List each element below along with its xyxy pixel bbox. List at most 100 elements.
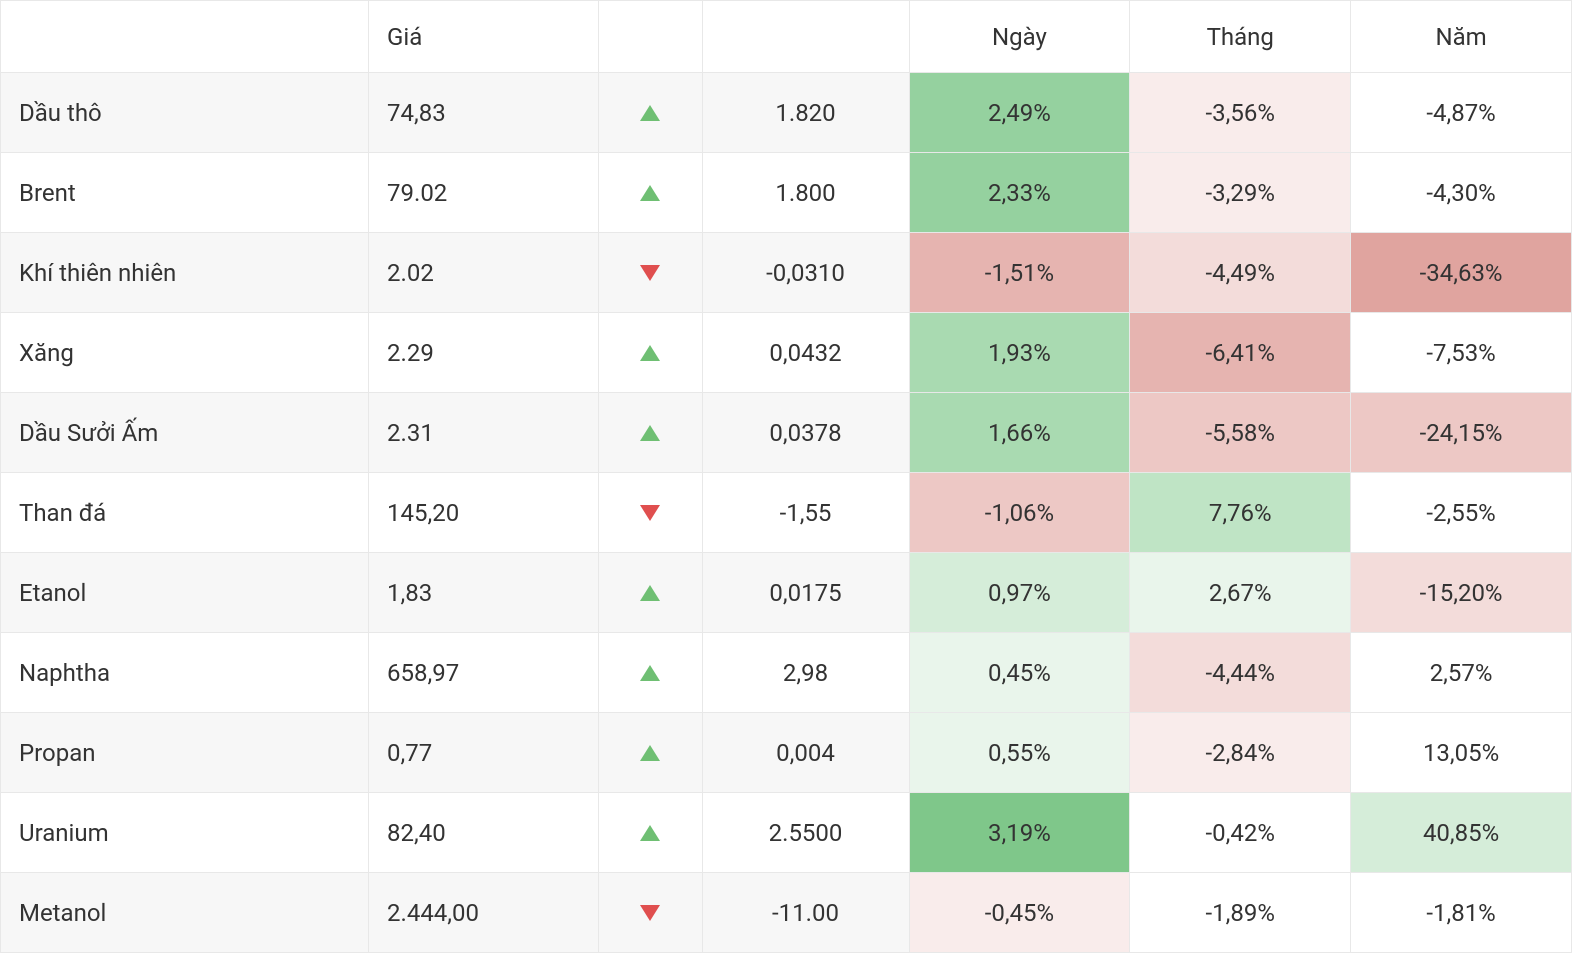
cell-direction — [599, 153, 703, 233]
cell-year-pct: -24,15% — [1351, 393, 1572, 473]
arrow-up-icon — [640, 345, 660, 361]
cell-commodity-name[interactable]: Propan — [1, 713, 369, 793]
commodity-link[interactable]: Khí thiên nhiên — [19, 259, 176, 287]
cell-day-pct: 0,97% — [909, 553, 1130, 633]
cell-price: 79.02 — [369, 153, 599, 233]
table-row[interactable]: Dầu Sưởi Ấm2.310,03781,66%-5,58%-24,15% — [1, 393, 1572, 473]
cell-price: 82,40 — [369, 793, 599, 873]
cell-commodity-name[interactable]: Dầu Sưởi Ấm — [1, 393, 369, 473]
arrow-down-icon — [640, 265, 660, 281]
arrow-down-icon — [640, 905, 660, 921]
header-price[interactable]: Giá — [369, 1, 599, 73]
cell-year-pct: -1,81% — [1351, 873, 1572, 953]
table-row[interactable]: Brent 79.02 1.8002,33%-3,29%-4,30% — [1, 153, 1572, 233]
cell-commodity-name[interactable]: Than đá — [1, 473, 369, 553]
cell-direction — [599, 73, 703, 153]
table-row[interactable]: Uranium82,402.55003,19%-0,42%40,85% — [1, 793, 1572, 873]
commodity-link[interactable]: Dầu Sưởi Ấm — [19, 419, 158, 447]
cell-change: 2.5500 — [702, 793, 909, 873]
cell-price: 0,77 — [369, 713, 599, 793]
cell-price: 1,83 — [369, 553, 599, 633]
commodity-link[interactable]: Naphtha — [19, 659, 110, 687]
cell-change: 2,98 — [702, 633, 909, 713]
header-year[interactable]: Năm — [1351, 1, 1572, 73]
commodities-price-table: Giá Ngày Tháng Năm Dầu thô 74,83 1.8202,49… — [0, 0, 1572, 953]
cell-year-pct: -34,63% — [1351, 233, 1572, 313]
cell-price: 74,83 — [369, 73, 599, 153]
cell-day-pct: 2,49% — [909, 73, 1130, 153]
cell-price: 145,20 — [369, 473, 599, 553]
cell-day-pct: 0,45% — [909, 633, 1130, 713]
cell-day-pct: 0,55% — [909, 713, 1130, 793]
commodity-link[interactable]: Etanol — [19, 579, 86, 607]
cell-change: 0,004 — [702, 713, 909, 793]
cell-year-pct: 13,05% — [1351, 713, 1572, 793]
cell-day-pct: 2,33% — [909, 153, 1130, 233]
cell-year-pct: -4,30% — [1351, 153, 1572, 233]
cell-year-pct: -4,87% — [1351, 73, 1572, 153]
table-row[interactable]: Metanol2.444,00-11.00-0,45%-1,89%-1,81% — [1, 873, 1572, 953]
cell-commodity-name[interactable]: Xăng — [1, 313, 369, 393]
header-name[interactable] — [1, 1, 369, 73]
commodity-link[interactable]: Xăng — [19, 339, 74, 367]
cell-direction — [599, 393, 703, 473]
cell-commodity-name[interactable]: Metanol — [1, 873, 369, 953]
cell-year-pct: -15,20% — [1351, 553, 1572, 633]
cell-commodity-name[interactable]: Khí thiên nhiên — [1, 233, 369, 313]
cell-direction — [599, 633, 703, 713]
cell-commodity-name[interactable]: Brent — [1, 153, 369, 233]
cell-change: 0,0432 — [702, 313, 909, 393]
cell-commodity-name[interactable]: Uranium — [1, 793, 369, 873]
cell-month-pct: 7,76% — [1130, 473, 1351, 553]
cell-year-pct: 2,57% — [1351, 633, 1572, 713]
cell-month-pct: -0,42% — [1130, 793, 1351, 873]
cell-month-pct: 2,67% — [1130, 553, 1351, 633]
commodity-link[interactable]: Uranium — [19, 819, 109, 847]
header-month[interactable]: Tháng — [1130, 1, 1351, 73]
cell-month-pct: -6,41% — [1130, 313, 1351, 393]
cell-change: 1.800 — [702, 153, 909, 233]
cell-year-pct: 40,85% — [1351, 793, 1572, 873]
cell-month-pct: -5,58% — [1130, 393, 1351, 473]
commodity-link[interactable]: Metanol — [19, 899, 106, 927]
cell-year-pct: -7,53% — [1351, 313, 1572, 393]
arrow-up-icon — [640, 585, 660, 601]
cell-month-pct: -1,89% — [1130, 873, 1351, 953]
table-row[interactable]: Dầu thô 74,83 1.8202,49%-3,56%-4,87% — [1, 73, 1572, 153]
cell-commodity-name[interactable]: Dầu thô — [1, 73, 369, 153]
cell-commodity-name[interactable]: Etanol — [1, 553, 369, 633]
cell-day-pct: 1,93% — [909, 313, 1130, 393]
cell-month-pct: -3,56% — [1130, 73, 1351, 153]
cell-direction — [599, 873, 703, 953]
arrow-up-icon — [640, 665, 660, 681]
cell-price: 2.444,00 — [369, 873, 599, 953]
commodity-link[interactable]: Brent — [19, 179, 76, 207]
cell-month-pct: -3,29% — [1130, 153, 1351, 233]
cell-commodity-name[interactable]: Naphtha — [1, 633, 369, 713]
table-row[interactable]: Khí thiên nhiên2.02-0,0310-1,51%-4,49%-3… — [1, 233, 1572, 313]
cell-direction — [599, 713, 703, 793]
table-row[interactable]: Etanol1,830,01750,97%2,67%-15,20% — [1, 553, 1572, 633]
table-row[interactable]: Naphtha658,972,980,45%-4,44%2,57% — [1, 633, 1572, 713]
commodity-link[interactable]: Propan — [19, 739, 96, 767]
cell-price: 2.29 — [369, 313, 599, 393]
commodity-link[interactable]: Dầu thô — [19, 99, 102, 127]
header-day[interactable]: Ngày — [909, 1, 1130, 73]
cell-price: 658,97 — [369, 633, 599, 713]
arrow-up-icon — [640, 425, 660, 441]
table-row[interactable]: Than đá145,20-1,55-1,06%7,76%-2,55% — [1, 473, 1572, 553]
cell-day-pct: -0,45% — [909, 873, 1130, 953]
arrow-up-icon — [640, 745, 660, 761]
cell-month-pct: -2,84% — [1130, 713, 1351, 793]
cell-direction — [599, 553, 703, 633]
cell-month-pct: -4,49% — [1130, 233, 1351, 313]
cell-day-pct: -1,06% — [909, 473, 1130, 553]
table-row[interactable]: Xăng 2.29 0,04321,93%-6,41%-7,53% — [1, 313, 1572, 393]
cell-direction — [599, 313, 703, 393]
cell-change: 1.820 — [702, 73, 909, 153]
header-arrow — [599, 1, 703, 73]
table-row[interactable]: Propan 0,77 0,0040,55%-2,84%13,05% — [1, 713, 1572, 793]
cell-year-pct: -2,55% — [1351, 473, 1572, 553]
cell-direction — [599, 793, 703, 873]
commodity-link[interactable]: Than đá — [19, 499, 106, 527]
